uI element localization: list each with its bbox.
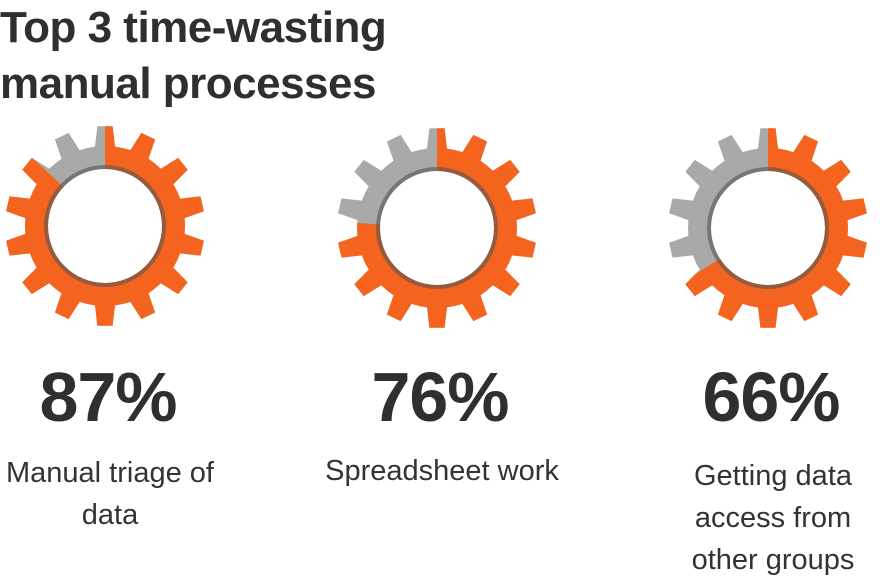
gear-ring	[709, 169, 827, 287]
gear-ring	[46, 167, 164, 285]
gear-fill	[338, 128, 536, 327]
value-label: 66%	[641, 362, 880, 432]
category-label: Manual triage of data	[0, 452, 228, 536]
value-label: 76%	[310, 362, 570, 432]
category-label: Getting data access from other groups	[666, 455, 880, 581]
value-label: 87%	[0, 362, 238, 432]
gear-ring	[378, 169, 496, 287]
category-label: Spreadsheet work	[292, 450, 592, 492]
chart	[0, 0, 880, 350]
